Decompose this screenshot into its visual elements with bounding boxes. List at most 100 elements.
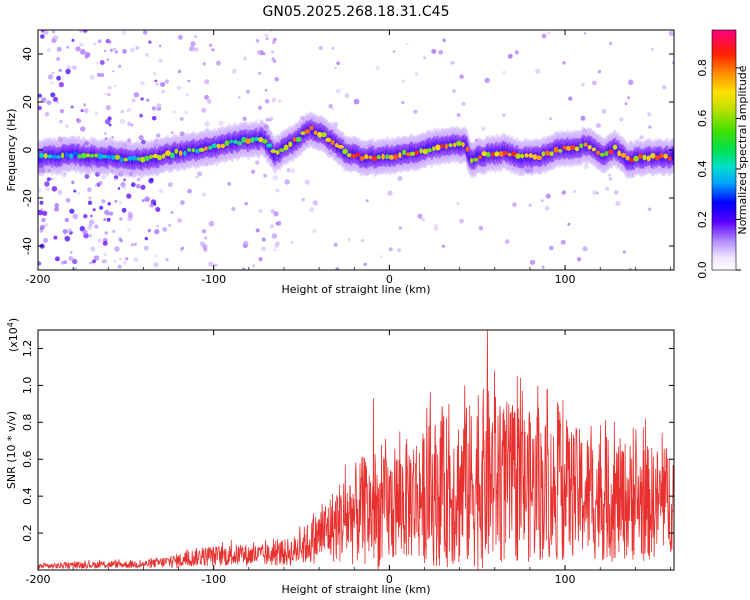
spectrogram-noise-cell xyxy=(177,218,182,223)
spectrogram-noise-cell xyxy=(258,105,263,110)
spectrogram-noise-cell xyxy=(127,121,132,126)
spectrogram-noise-cell xyxy=(581,83,585,87)
spectrogram-peak-cell xyxy=(198,147,205,152)
spectrogram-noise-cell xyxy=(158,58,163,63)
spectrogram-noise-cell xyxy=(366,140,370,143)
spectrogram-noise-cell xyxy=(104,253,108,257)
spectrogram-peak-cell xyxy=(208,145,213,150)
spectrogram-noise-cell xyxy=(401,101,405,104)
spectrogram-noise-cell xyxy=(59,119,63,124)
spectrogram-noise-cell xyxy=(227,181,232,186)
spectrogram-peak-cell xyxy=(620,152,627,158)
spectrogram-noise-cell xyxy=(46,48,51,53)
spectrogram-noise-cell xyxy=(104,231,108,235)
spectrogram-noise-cell xyxy=(545,193,551,199)
spectrogram-noise-cell xyxy=(130,182,136,188)
spectrogram-noise-cell xyxy=(582,246,588,252)
spectrogram-noise-cell xyxy=(335,267,340,270)
spectrogram-noise-cell xyxy=(113,259,117,263)
spectrogram-noise-cell xyxy=(50,81,54,85)
spectrogram-noise-cell xyxy=(461,101,466,106)
spectrogram-noise-cell xyxy=(101,199,106,204)
spectrogram-noise-cell xyxy=(204,121,210,127)
spectrogram-noise-cell xyxy=(110,169,114,173)
spectrogram-noise-cell xyxy=(544,206,550,211)
spectrogram-peak-cell xyxy=(174,148,179,154)
spectrogram-noise-cell xyxy=(66,45,70,49)
spectrogram-noise-cell xyxy=(114,199,118,203)
spectrogram-noise-cell xyxy=(65,124,69,128)
spectrogram-noise-cell xyxy=(123,178,126,182)
spectrogram-peak-cell xyxy=(61,152,65,159)
spectrogram-noise-cell xyxy=(99,60,105,65)
spectrogram-noise-cell xyxy=(97,238,102,244)
spectrogram-peak-cell xyxy=(562,145,567,150)
spectrogram-noise-cell xyxy=(627,79,634,86)
spectrogram-noise-cell xyxy=(53,96,58,102)
spectrogram-noise-cell xyxy=(202,229,206,234)
spectrogram-noise-cell xyxy=(243,56,248,61)
snr-xlabel: Height of straight line (km) xyxy=(281,583,430,596)
spectrogram-noise-cell xyxy=(208,43,213,47)
spectrogram-peak-cell xyxy=(81,152,87,159)
spectrogram-peak-cell xyxy=(258,137,264,143)
spectrogram-noise-cell xyxy=(242,116,247,121)
spectrogram-noise-cell xyxy=(112,70,115,73)
spectrogram-noise-cell xyxy=(153,143,159,148)
spectrogram-noise-cell xyxy=(84,55,88,59)
spectrogram-noise-cell xyxy=(502,70,506,74)
spectrogram-noise-cell xyxy=(268,130,272,134)
spectrogram-noise-cell xyxy=(64,235,71,242)
spectrogram-noise-cell xyxy=(106,217,111,222)
spectrogram-noise-cell xyxy=(83,103,87,107)
spectrogram-noise-cell xyxy=(96,62,99,65)
spectrogram-peak-cell xyxy=(195,148,200,154)
spectrogram-peak-cell xyxy=(583,142,588,147)
spectrogram-noise-cell xyxy=(312,229,317,233)
spectrogram-ytick-label: 20 xyxy=(21,95,34,109)
spectrogram-peak-cell xyxy=(334,143,339,148)
spectrogram-noise-cell xyxy=(70,105,74,109)
spectrogram-peak-cell xyxy=(229,139,233,144)
spectrogram-noise-cell xyxy=(561,190,566,195)
spectrogram-noise-cell xyxy=(53,35,58,41)
spectrogram-noise-cell xyxy=(79,42,84,47)
spectrogram-noise-cell xyxy=(131,243,134,247)
spectrogram-noise-cell xyxy=(63,260,68,265)
spectrogram-peak-cell xyxy=(591,147,597,152)
spectrogram-noise-cell xyxy=(202,192,206,197)
spectrogram-noise-cell xyxy=(105,211,110,216)
spectrogram-noise-cell xyxy=(93,255,100,261)
spectrogram-peak-cell xyxy=(604,151,609,156)
spectrogram-noise-cell xyxy=(421,217,425,222)
spectrogram-noise-cell xyxy=(50,92,56,98)
spectrogram-noise-cell xyxy=(107,85,112,90)
spectrogram-noise-cell xyxy=(154,229,160,235)
spectrogram-peak-cell xyxy=(541,151,545,157)
spectrogram-noise-cell xyxy=(184,110,188,115)
spectrogram-ytick-label: -40 xyxy=(21,237,34,255)
spectrogram-peak-cell xyxy=(68,153,74,159)
spectrogram-noise-cell xyxy=(141,199,145,203)
spectrogram-peak-cell xyxy=(642,154,647,161)
spectrogram-noise-cell xyxy=(189,45,195,52)
spectrogram-noise-cell xyxy=(331,107,335,111)
spectrogram-noise-cell xyxy=(54,206,59,212)
spectrogram-peak-cell xyxy=(448,143,453,148)
spectrogram-peak-cell xyxy=(469,158,474,164)
spectrogram-noise-cell xyxy=(168,223,172,227)
spectrogram-noise-cell xyxy=(171,131,174,134)
spectrogram-noise-cell xyxy=(154,138,159,143)
spectrogram-noise-cell xyxy=(560,239,566,245)
spectrogram-noise-cell xyxy=(195,175,199,179)
spectrogram-peak-cell xyxy=(211,143,218,148)
spectrogram-peak-cell xyxy=(432,146,436,152)
spectrogram-noise-cell xyxy=(459,74,464,79)
spectrogram-noise-cell xyxy=(98,180,103,186)
spectrogram-noise-cell xyxy=(271,97,277,103)
spectrogram-noise-cell xyxy=(274,76,280,82)
spectrogram-peak-cell xyxy=(102,154,108,159)
spectrogram-noise-cell xyxy=(113,178,117,181)
spectrogram-noise-cell xyxy=(204,79,210,85)
spectrogram-noise-cell xyxy=(144,52,149,58)
